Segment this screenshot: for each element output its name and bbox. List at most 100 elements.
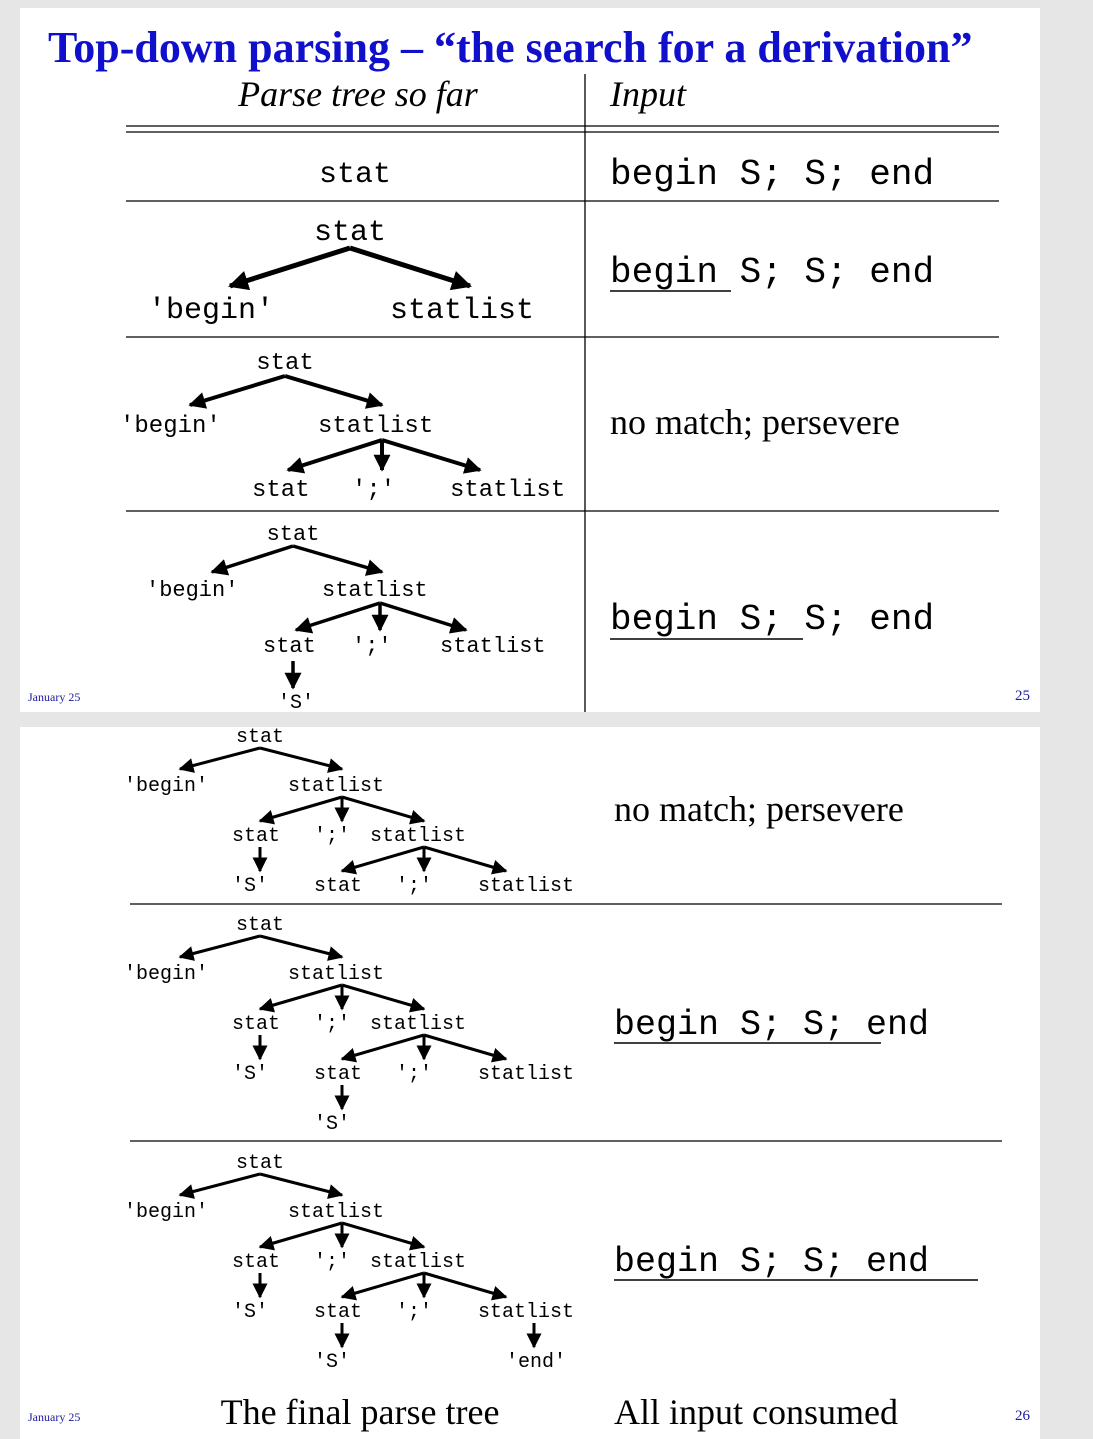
- node-stat: stat: [256, 350, 314, 377]
- node-stat: stat: [236, 727, 284, 749]
- edge: [379, 601, 468, 634]
- node-statlist: statlist: [288, 963, 384, 986]
- node-stat: stat: [314, 1301, 362, 1324]
- edge: [259, 746, 344, 773]
- node-stat: stat: [252, 477, 310, 504]
- header-parse-tree: Parse tree so far: [237, 74, 479, 114]
- node-semicolon: ';': [314, 1251, 350, 1274]
- edge: [178, 934, 261, 961]
- node-S: 'S': [314, 1113, 350, 1136]
- node-semicolon: ';': [352, 477, 395, 504]
- row-c-input: begin S; S; end: [614, 1242, 929, 1282]
- row-2-input: begin S; S; end: [610, 252, 934, 293]
- node-statlist: statlist: [440, 634, 546, 659]
- table-grid: [126, 74, 999, 712]
- node-semicolon: ';': [396, 1063, 432, 1086]
- footer-date: January 25: [28, 690, 81, 704]
- footer-date: January 25: [28, 1410, 81, 1424]
- row-4-tree: stat 'begin' statlist stat ';' statlist …: [146, 522, 546, 712]
- node-stat: stat: [314, 216, 386, 250]
- node-stat: stat: [319, 158, 391, 192]
- edge: [341, 983, 426, 1013]
- node-S: 'S': [232, 1063, 268, 1086]
- row-1-tree: stat: [319, 158, 391, 192]
- table-grid: [130, 903, 1002, 1142]
- node-stat: stat: [263, 634, 316, 659]
- row-3-input: no match; persevere: [610, 402, 900, 442]
- caption-final-tree: The final parse tree: [221, 1392, 500, 1432]
- node-statlist: statlist: [390, 294, 534, 328]
- node-stat: stat: [236, 914, 284, 937]
- node-semicolon: ';': [396, 875, 432, 898]
- node-stat: stat: [267, 522, 320, 547]
- node-statlist: statlist: [478, 875, 574, 898]
- edge: [178, 746, 261, 773]
- edge: [292, 544, 384, 576]
- node-stat: stat: [314, 1063, 362, 1086]
- node-S: 'S': [278, 692, 314, 712]
- row-4-input: begin S; S; end: [610, 599, 934, 640]
- node-begin: 'begin': [146, 578, 238, 603]
- row-b-input: begin S; S; end: [614, 1005, 929, 1045]
- row-2-tree: stat 'begin' statlist: [148, 216, 534, 328]
- edge: [423, 845, 508, 875]
- edge: [258, 1221, 343, 1251]
- edge: [341, 1221, 426, 1251]
- node-S: 'S': [232, 875, 268, 898]
- node-begin: 'begin': [124, 963, 208, 986]
- edge: [258, 983, 343, 1013]
- node-statlist: statlist: [370, 1013, 466, 1036]
- node-stat: stat: [236, 1152, 284, 1175]
- row-a-tree: stat 'begin' statlist stat ';' statlist …: [124, 727, 574, 898]
- node-begin: 'begin': [124, 775, 208, 798]
- edge: [423, 1033, 508, 1063]
- node-stat: stat: [232, 1251, 280, 1274]
- node-statlist: statlist: [288, 1201, 384, 1224]
- row-c-tree: stat 'begin' statlist stat ';' statlist …: [124, 1152, 574, 1374]
- node-statlist: statlist: [450, 477, 565, 504]
- node-semicolon: ';': [314, 825, 350, 848]
- edge: [210, 544, 294, 576]
- slide-title: Top-down parsing – “the search for a der…: [48, 23, 973, 72]
- node-begin: 'begin': [124, 1201, 208, 1224]
- edge: [294, 601, 381, 634]
- edge: [341, 795, 426, 825]
- edge: [340, 845, 425, 875]
- node-begin: 'begin': [120, 413, 221, 440]
- edge: [349, 245, 472, 291]
- row-3-tree: stat 'begin' statlist stat ';' statlist: [120, 350, 565, 504]
- header-input: Input: [609, 74, 687, 114]
- node-stat: stat: [232, 825, 280, 848]
- node-statlist: statlist: [478, 1063, 574, 1086]
- derivation-table-2: stat 'begin' statlist stat ';' statlist …: [124, 727, 1002, 1432]
- slide-26: stat 'begin' statlist stat ';' statlist …: [20, 727, 1040, 1439]
- page-number: 26: [1015, 1408, 1030, 1424]
- row-b-tree: stat 'begin' statlist stat ';' statlist …: [124, 914, 574, 1136]
- row-a-input: no match; persevere: [614, 789, 904, 829]
- row-1-input: begin S; S; end: [610, 154, 934, 195]
- node-statlist: statlist: [322, 578, 428, 603]
- node-begin: 'begin': [148, 294, 274, 328]
- node-stat: stat: [314, 875, 362, 898]
- slide-25: Top-down parsing – “the search for a der…: [20, 8, 1040, 712]
- edge: [228, 245, 351, 291]
- edge: [188, 374, 286, 409]
- node-stat: stat: [232, 1013, 280, 1036]
- edge: [423, 1271, 508, 1301]
- edge: [284, 374, 384, 409]
- node-statlist: statlist: [288, 775, 384, 798]
- edge: [259, 934, 344, 961]
- node-statlist: statlist: [370, 825, 466, 848]
- edge: [286, 438, 383, 474]
- node-semicolon: ';': [396, 1301, 432, 1324]
- page-number: 25: [1015, 688, 1030, 704]
- edge: [381, 438, 482, 474]
- node-statlist: statlist: [478, 1301, 574, 1324]
- edge: [178, 1172, 261, 1199]
- edge: [259, 1172, 344, 1199]
- node-S: 'S': [314, 1351, 350, 1374]
- caption-input-consumed: All input consumed: [614, 1392, 898, 1432]
- node-statlist: statlist: [318, 413, 433, 440]
- edge: [258, 795, 343, 825]
- node-S: 'S': [232, 1301, 268, 1324]
